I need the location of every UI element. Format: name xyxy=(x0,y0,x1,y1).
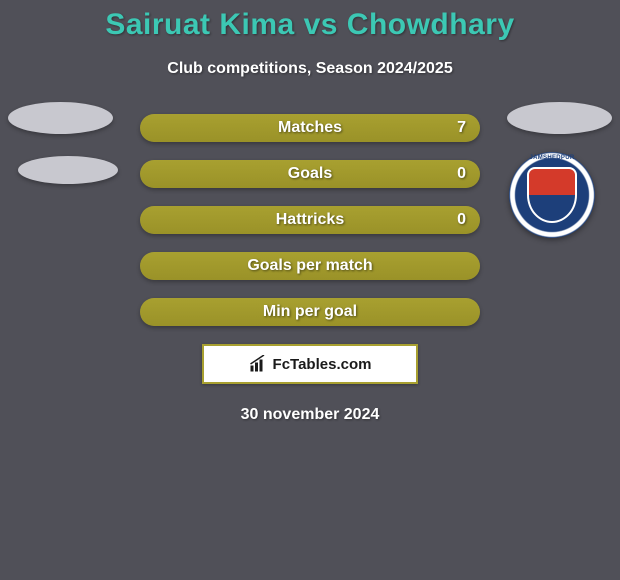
stat-bar-fill xyxy=(140,160,480,188)
stat-bar-fill xyxy=(140,206,480,234)
player-left-placeholder2-icon xyxy=(18,156,118,184)
stat-bar: Hattricks0 xyxy=(140,206,480,234)
stat-bar: Goals0 xyxy=(140,160,480,188)
player-right-placeholder-icon xyxy=(507,102,612,134)
stat-bar-fill xyxy=(140,252,480,280)
stat-bars: Matches7 Goals0 Hattricks0 Goals per match M… xyxy=(140,114,480,326)
date-label: 30 november 2024 xyxy=(0,406,620,424)
stat-bar: Matches7 xyxy=(140,114,480,142)
player-left-placeholder-icon xyxy=(8,102,113,134)
brand-box[interactable]: FcTables.com xyxy=(202,344,418,384)
stat-bar-fill xyxy=(140,298,480,326)
club-badge-shield-icon xyxy=(527,167,577,223)
brand-label: FcTables.com xyxy=(273,356,372,373)
stat-bar: Goals per match xyxy=(140,252,480,280)
club-badge-label: JAMSHEDPUR xyxy=(509,155,595,161)
stat-bar: Min per goal xyxy=(140,298,480,326)
comparison-card: Sairuat Kima vs Chowdhary Club competiti… xyxy=(0,0,620,424)
bars-region: JAMSHEDPUR Matches7 Goals0 Hattricks0 Goals… xyxy=(0,114,620,326)
club-badge-icon: JAMSHEDPUR xyxy=(509,152,595,238)
brand-chart-icon xyxy=(249,355,267,373)
page-title: Sairuat Kima vs Chowdhary xyxy=(0,8,620,42)
stat-bar-fill xyxy=(140,114,480,142)
subtitle: Club competitions, Season 2024/2025 xyxy=(0,60,620,78)
